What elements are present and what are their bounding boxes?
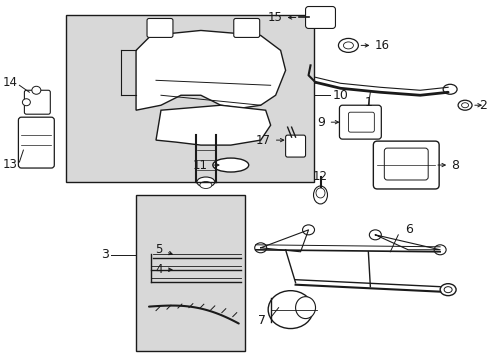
- Text: 13: 13: [2, 158, 18, 171]
- Ellipse shape: [443, 287, 451, 293]
- FancyBboxPatch shape: [19, 117, 54, 168]
- Polygon shape: [136, 31, 285, 110]
- Text: 14: 14: [2, 76, 18, 89]
- Text: 1: 1: [364, 96, 371, 109]
- FancyBboxPatch shape: [305, 6, 335, 28]
- Text: 12: 12: [312, 170, 327, 183]
- FancyBboxPatch shape: [372, 141, 438, 189]
- FancyBboxPatch shape: [147, 18, 173, 37]
- Ellipse shape: [200, 181, 211, 189]
- Text: 6: 6: [405, 223, 412, 237]
- FancyBboxPatch shape: [24, 90, 50, 114]
- Text: 15: 15: [267, 11, 282, 24]
- Polygon shape: [156, 105, 270, 145]
- Ellipse shape: [212, 158, 248, 172]
- FancyBboxPatch shape: [233, 18, 259, 37]
- Ellipse shape: [315, 188, 325, 198]
- Text: 3: 3: [101, 248, 109, 261]
- Ellipse shape: [433, 245, 445, 255]
- Ellipse shape: [267, 291, 312, 329]
- Text: 10: 10: [332, 89, 347, 102]
- Text: 17: 17: [255, 134, 270, 147]
- Text: 9: 9: [317, 116, 325, 129]
- Ellipse shape: [197, 177, 214, 187]
- Text: 4: 4: [155, 263, 163, 276]
- Ellipse shape: [457, 100, 471, 110]
- Text: 16: 16: [374, 39, 388, 52]
- FancyBboxPatch shape: [348, 112, 374, 132]
- Text: 7: 7: [257, 314, 265, 327]
- Ellipse shape: [22, 99, 30, 106]
- FancyBboxPatch shape: [384, 148, 427, 180]
- Ellipse shape: [302, 225, 314, 235]
- Ellipse shape: [338, 39, 358, 53]
- Ellipse shape: [343, 42, 353, 49]
- Ellipse shape: [254, 243, 266, 253]
- Ellipse shape: [313, 186, 327, 204]
- FancyBboxPatch shape: [285, 135, 305, 157]
- Text: 11: 11: [192, 158, 207, 172]
- FancyBboxPatch shape: [339, 105, 381, 139]
- Ellipse shape: [461, 103, 468, 108]
- Ellipse shape: [295, 297, 315, 319]
- Text: 8: 8: [450, 158, 458, 172]
- Ellipse shape: [439, 284, 455, 296]
- Ellipse shape: [32, 86, 41, 94]
- Bar: [136, 195, 244, 351]
- Text: 5: 5: [155, 243, 163, 256]
- Text: 2: 2: [478, 99, 486, 112]
- Bar: [66, 15, 313, 182]
- Ellipse shape: [442, 84, 456, 94]
- Ellipse shape: [368, 230, 381, 240]
